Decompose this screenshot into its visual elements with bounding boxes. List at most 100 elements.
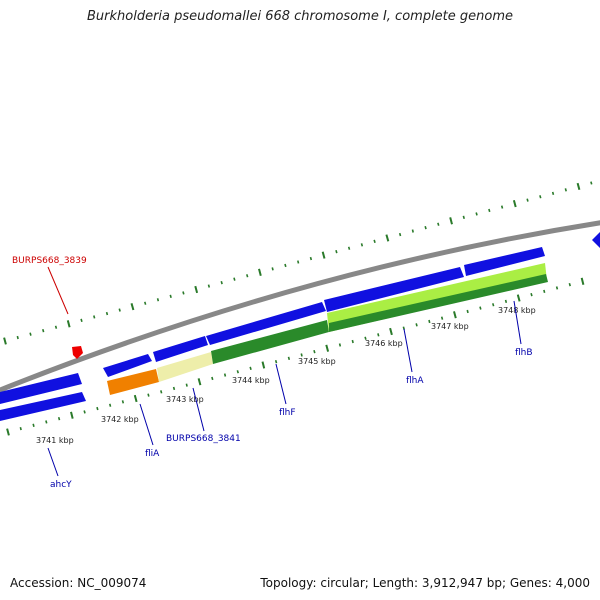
minor-tick	[169, 294, 172, 299]
minor-tick	[121, 400, 125, 404]
minor-tick	[32, 423, 35, 427]
chromosome-backbone	[0, 220, 600, 393]
leader-line	[139, 403, 154, 446]
gene-label-burps668-3841[interactable]: BURPS668_3841	[166, 434, 241, 444]
minor-tick	[415, 323, 418, 327]
major-tick	[453, 311, 457, 319]
minor-tick	[424, 225, 427, 230]
kbp-label: 3747 kbp	[431, 322, 469, 331]
minor-tick	[287, 356, 291, 361]
leader-line	[192, 387, 205, 432]
major-tick	[261, 361, 266, 369]
minor-tick	[475, 212, 478, 216]
minor-tick	[492, 303, 495, 307]
minor-tick	[284, 263, 287, 268]
major-tick	[325, 344, 330, 352]
gene-label-flha[interactable]: flhA	[406, 376, 424, 386]
minor-tick	[351, 339, 354, 344]
minor-tick	[236, 370, 239, 374]
minor-tick	[185, 383, 188, 387]
inner-tick-row	[6, 277, 585, 436]
gene-label-flia[interactable]: fliA	[145, 449, 160, 459]
major-tick	[321, 251, 326, 259]
major-tick	[6, 428, 10, 436]
major-tick	[133, 394, 138, 403]
minor-tick	[551, 191, 555, 195]
minor-tick	[500, 205, 504, 209]
minor-tick	[93, 315, 96, 319]
minor-tick	[568, 282, 571, 287]
minor-tick	[207, 284, 211, 288]
minor-tick	[223, 373, 227, 377]
minor-tick	[543, 289, 546, 293]
ahcy-gene[interactable]	[0, 392, 86, 421]
minor-tick	[57, 416, 61, 421]
major-tick	[516, 294, 521, 302]
map-title: Burkholderia pseudomallei 668 chromosome…	[86, 9, 514, 24]
minor-tick	[83, 410, 86, 414]
minor-tick	[16, 335, 19, 340]
major-tick	[389, 327, 393, 336]
burps668-3839-marker[interactable]	[72, 346, 83, 359]
major-tick	[70, 411, 74, 419]
minor-tick	[526, 198, 529, 202]
minor-tick	[182, 291, 185, 295]
flia-gene[interactable]	[107, 369, 159, 395]
minor-tick	[147, 393, 150, 397]
gene-arrow[interactable]	[592, 232, 600, 248]
minor-tick	[437, 222, 440, 226]
gene-arrow[interactable]	[0, 373, 82, 404]
flhf-gene[interactable]	[211, 320, 329, 364]
minor-tick	[504, 299, 508, 303]
major-tick	[512, 199, 517, 208]
minor-tick	[211, 376, 214, 381]
reverse-gene-track	[0, 263, 548, 421]
minor-tick	[564, 188, 567, 192]
leader-line	[403, 328, 413, 373]
gene-labels: BURPS668_3839 ahcY fliA BURPS668_3841 fl…	[12, 256, 533, 490]
kbp-label: 3743 kbp	[166, 395, 204, 404]
minor-tick	[373, 239, 376, 244]
minor-tick	[479, 306, 482, 310]
gene-label-flhb[interactable]: flhB	[515, 348, 533, 358]
forward-gene-track	[0, 232, 600, 404]
minor-tick	[440, 316, 444, 320]
minor-tick	[428, 319, 431, 324]
minor-tick	[338, 343, 342, 347]
minor-tick	[109, 403, 112, 407]
minor-tick	[246, 274, 249, 278]
minor-tick	[462, 215, 465, 220]
genome-summary-text: Topology: circular; Length: 3,912,947 bp…	[260, 576, 590, 590]
burps668-3841-gene[interactable]	[157, 352, 213, 382]
leader-line	[513, 300, 522, 345]
major-tick	[449, 217, 453, 225]
gene-arrow[interactable]	[324, 267, 464, 312]
gene-arrow[interactable]	[153, 336, 208, 362]
minor-tick	[160, 390, 163, 394]
minor-tick	[172, 386, 176, 391]
minor-tick	[80, 318, 83, 323]
gene-label-flhf[interactable]: flhF	[279, 408, 296, 418]
gene-arrow[interactable]	[103, 354, 152, 377]
major-tick	[580, 277, 585, 285]
gene-arrow[interactable]	[206, 302, 326, 345]
minor-tick	[271, 267, 274, 271]
gene-arrow[interactable]	[464, 247, 545, 276]
minor-tick	[144, 301, 147, 305]
leader-line	[275, 363, 287, 405]
gene-label-burps668-3839[interactable]: BURPS668_3839	[12, 256, 87, 266]
minor-tick	[555, 286, 559, 290]
minor-tick	[466, 309, 469, 314]
leader-lines	[47, 266, 522, 477]
minor-tick	[45, 420, 48, 424]
kbp-scale-labels: 3741 kbp 3742 kbp 3743 kbp 3744 kbp 3745…	[36, 306, 536, 445]
outer-tick-row	[3, 181, 593, 345]
minor-tick	[156, 298, 160, 302]
major-tick	[3, 337, 7, 345]
major-tick	[194, 285, 199, 294]
flhb-gene[interactable]	[329, 274, 548, 332]
gene-label-ahcy[interactable]: ahcY	[50, 480, 72, 490]
major-tick	[197, 378, 202, 386]
